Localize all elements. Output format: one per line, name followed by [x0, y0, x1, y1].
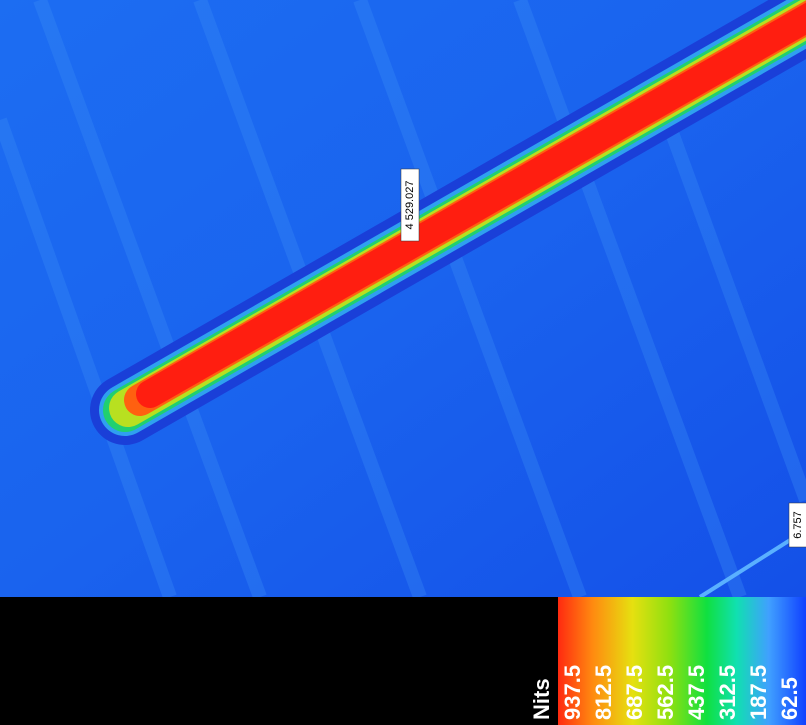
annotation: 4 529.027 — [401, 169, 419, 241]
annotation-text: 4 529.027 — [404, 181, 416, 230]
legend-level: 62.5 — [777, 677, 802, 720]
legend-unit: Nits — [529, 678, 554, 720]
legend-level: 562.5 — [653, 665, 678, 720]
legend-level: 812.5 — [591, 665, 616, 720]
annotation: 6.757 — [789, 503, 806, 547]
legend-level: 312.5 — [715, 665, 740, 720]
false-color-image: 4 529.027 6.757 — [0, 0, 806, 597]
luminance-view: 4 529.027 6.757 Nits937.5812.5687.5562.5… — [0, 0, 806, 725]
annotation-text: 6.757 — [792, 511, 804, 539]
legend-level: 187.5 — [746, 665, 771, 720]
legend-level: 437.5 — [684, 665, 709, 720]
legend-level: 687.5 — [622, 665, 647, 720]
legend-level: 937.5 — [560, 665, 585, 720]
